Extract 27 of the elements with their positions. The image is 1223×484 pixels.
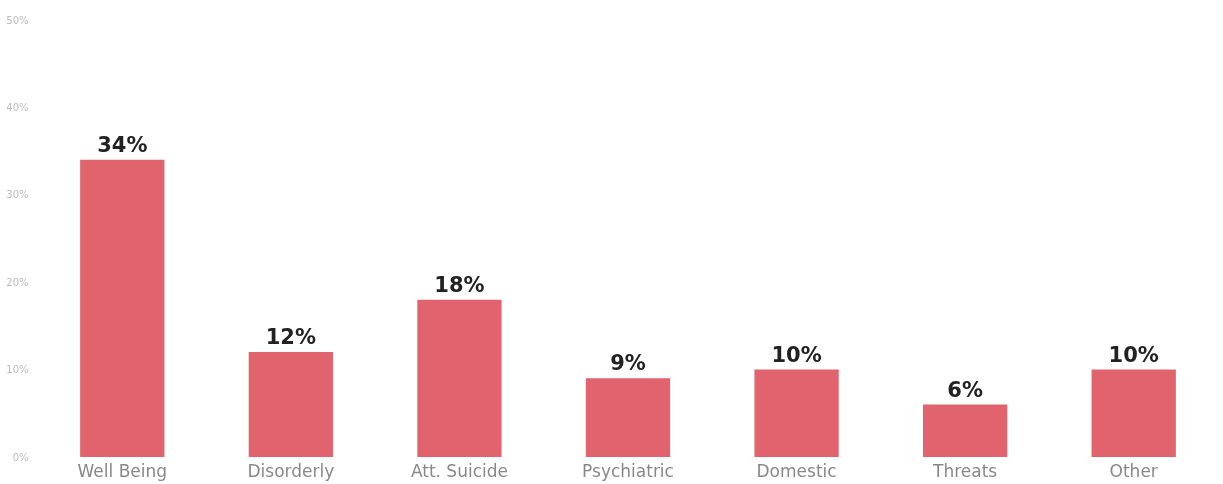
x-tick-label: Threats (932, 460, 998, 481)
y-tick-label: 10% (6, 364, 29, 376)
bar (923, 404, 1008, 457)
data-label: 12% (265, 325, 316, 350)
x-tick-label: Disorderly (247, 460, 335, 481)
x-tick-label: Domestic (756, 460, 837, 481)
x-tick-label: Other (1109, 460, 1158, 481)
y-tick-label: 20% (6, 276, 29, 288)
x-tick-label: Well Being (77, 460, 168, 481)
y-tick-label: 0% (12, 451, 29, 463)
bar (1091, 369, 1176, 457)
bar (754, 369, 839, 457)
data-label: 6% (947, 377, 983, 402)
y-tick-label: 40% (6, 101, 29, 113)
y-tick-label: 50% (6, 14, 29, 26)
x-tick-label: Psychiatric (582, 460, 674, 481)
bar (248, 352, 333, 457)
bar (417, 299, 502, 457)
data-label: 9% (610, 351, 646, 376)
data-label: 34% (97, 132, 148, 157)
bar (585, 378, 671, 457)
data-label: 18% (434, 272, 485, 297)
data-label: 10% (771, 342, 822, 367)
bar (80, 159, 165, 457)
y-tick-label: 30% (6, 189, 29, 201)
x-tick-label: Att. Suicide (410, 460, 508, 481)
data-label: 10% (1108, 342, 1159, 367)
